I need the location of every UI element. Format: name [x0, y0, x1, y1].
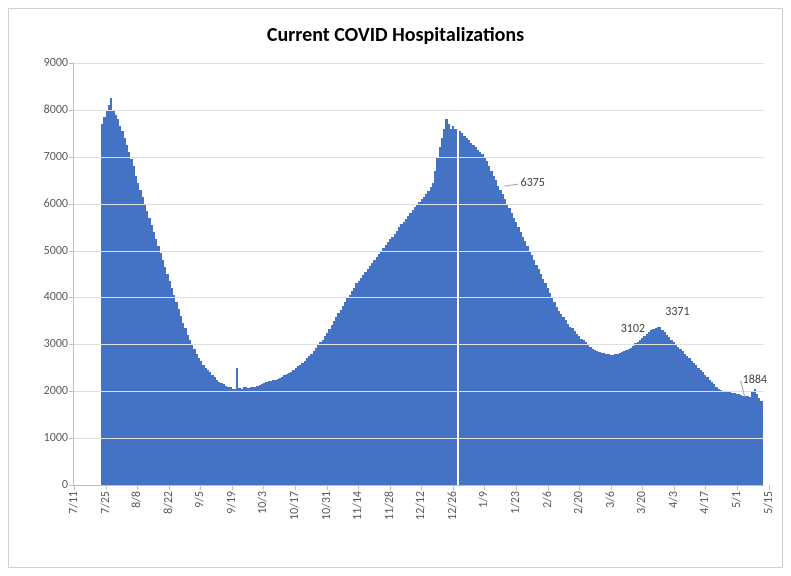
chart-title: Current COVID Hospitalizations	[9, 9, 782, 47]
x-tick-mark	[705, 485, 706, 490]
x-tick-mark	[74, 485, 75, 490]
x-tick-label: 8/22	[162, 491, 176, 514]
x-tick-label: 5/1	[730, 491, 744, 508]
data-annotation: 6375	[521, 176, 545, 190]
x-tick-label: 9/5	[193, 491, 207, 508]
x-tick-mark	[642, 485, 643, 490]
y-tick-label: 3000	[44, 337, 68, 351]
x-tick-label: 10/31	[320, 491, 334, 520]
y-tick-mark	[69, 297, 74, 298]
x-tick-label: 2/6	[541, 491, 555, 508]
data-annotation: 3371	[665, 305, 689, 319]
x-tick-mark	[421, 485, 422, 490]
x-tick-mark	[548, 485, 549, 490]
chart-container: Current COVID Hospitalizations 010002000…	[8, 8, 783, 568]
y-tick-label: 5000	[44, 244, 68, 258]
x-tick-mark	[737, 485, 738, 490]
gridline	[74, 157, 764, 158]
x-tick-mark	[390, 485, 391, 490]
y-tick-label: 2000	[44, 384, 68, 398]
plot-area: 01000200030004000500060007000800090007/1…	[73, 63, 764, 486]
x-tick-label: 3/6	[604, 491, 618, 508]
y-tick-mark	[69, 391, 74, 392]
x-tick-mark	[327, 485, 328, 490]
y-tick-mark	[69, 63, 74, 64]
data-annotation: 1884	[743, 373, 767, 387]
y-tick-label: 1000	[44, 431, 68, 445]
x-tick-mark	[579, 485, 580, 490]
x-tick-label: 12/12	[414, 491, 428, 520]
gridline	[74, 204, 764, 205]
data-annotation: 3102	[621, 322, 645, 336]
x-tick-mark	[674, 485, 675, 490]
y-tick-mark	[69, 251, 74, 252]
bar	[454, 129, 456, 485]
y-tick-mark	[69, 438, 74, 439]
x-tick-mark	[137, 485, 138, 490]
x-tick-label: 11/14	[351, 491, 365, 520]
y-tick-label: 8000	[44, 103, 68, 117]
x-tick-mark	[232, 485, 233, 490]
x-tick-label: 3/20	[635, 491, 649, 514]
x-tick-mark	[106, 485, 107, 490]
y-tick-label: 4000	[44, 290, 68, 304]
x-tick-label: 4/17	[698, 491, 712, 514]
x-tick-mark	[611, 485, 612, 490]
gridline	[74, 63, 764, 64]
x-tick-label: 7/25	[99, 491, 113, 514]
y-tick-mark	[69, 204, 74, 205]
y-tick-mark	[69, 110, 74, 111]
y-tick-mark	[69, 157, 74, 158]
y-tick-label: 9000	[44, 56, 68, 70]
gridline	[74, 110, 764, 111]
x-tick-mark	[200, 485, 201, 490]
x-tick-mark	[295, 485, 296, 490]
x-tick-mark	[453, 485, 454, 490]
y-tick-mark	[69, 344, 74, 345]
x-tick-label: 4/3	[667, 491, 681, 508]
x-tick-label: 12/26	[446, 491, 460, 520]
gridline	[74, 438, 764, 439]
x-tick-label: 8/8	[130, 491, 144, 508]
x-tick-label: 10/17	[288, 491, 302, 520]
y-tick-label: 7000	[44, 150, 68, 164]
bar	[760, 401, 762, 485]
x-tick-label: 1/23	[509, 491, 523, 514]
x-tick-label: 1/9	[477, 491, 491, 508]
y-tick-label: 6000	[44, 197, 68, 211]
gridline	[74, 251, 764, 252]
bar-series	[74, 63, 764, 485]
gridline	[74, 344, 764, 345]
gridline	[74, 391, 764, 392]
x-tick-mark	[358, 485, 359, 490]
x-tick-mark	[516, 485, 517, 490]
x-tick-label: 11/28	[383, 491, 397, 520]
x-tick-label: 10/3	[256, 491, 270, 514]
x-tick-label: 5/15	[762, 491, 776, 514]
gridline	[74, 297, 764, 298]
x-tick-mark	[769, 485, 770, 490]
x-tick-label: 7/11	[67, 491, 81, 514]
x-tick-mark	[263, 485, 264, 490]
x-tick-mark	[484, 485, 485, 490]
x-tick-label: 2/20	[572, 491, 586, 514]
x-tick-mark	[169, 485, 170, 490]
y-tick-label: 0	[62, 478, 68, 492]
x-tick-label: 9/19	[225, 491, 239, 514]
